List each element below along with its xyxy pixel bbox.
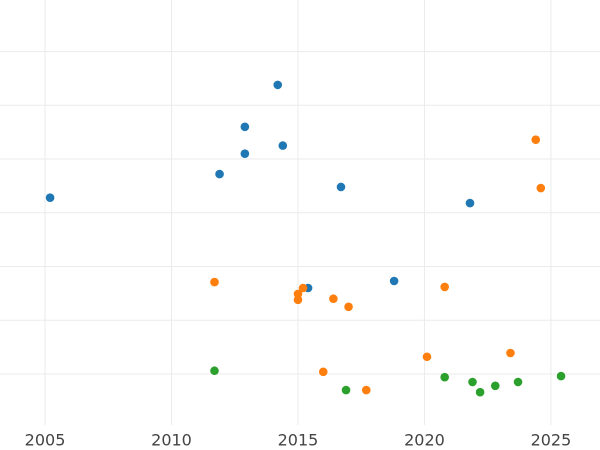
point <box>536 183 546 193</box>
point <box>440 282 449 292</box>
point <box>293 289 303 299</box>
x-tick-label: 2005 <box>25 431 66 450</box>
point <box>278 141 288 150</box>
point <box>556 371 566 381</box>
point <box>329 294 338 304</box>
point <box>240 149 250 158</box>
point <box>273 80 283 90</box>
x-tick-label: 2015 <box>278 431 319 450</box>
point <box>293 295 303 305</box>
point <box>361 385 371 395</box>
x-tick-label: 2025 <box>531 431 572 450</box>
point <box>468 377 477 387</box>
point <box>215 169 224 179</box>
x-tick-label: 2010 <box>151 431 192 450</box>
point <box>531 135 541 144</box>
point <box>210 277 219 287</box>
point <box>490 381 500 391</box>
point <box>341 385 351 395</box>
point <box>240 122 250 132</box>
point <box>440 372 449 382</box>
point <box>344 302 353 312</box>
point <box>422 352 432 362</box>
point <box>465 198 475 208</box>
point <box>336 182 346 192</box>
point <box>210 366 219 376</box>
point <box>389 276 399 286</box>
point <box>506 348 515 358</box>
point <box>298 283 308 293</box>
point <box>513 377 523 387</box>
x-tick-label: 2020 <box>404 431 445 450</box>
point <box>318 367 328 377</box>
point <box>475 387 485 397</box>
point <box>45 193 55 203</box>
